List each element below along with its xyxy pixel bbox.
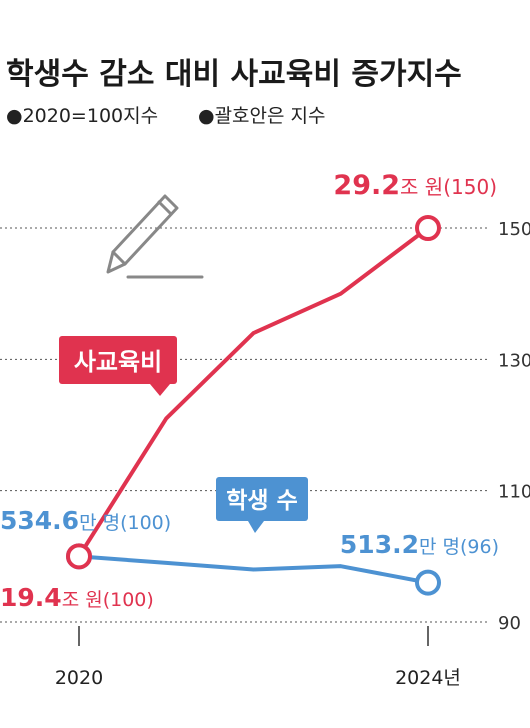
data-label-unit: 만 명 [419,536,460,558]
data-label-value: 534.6 [0,506,79,535]
data-label-index: (96) [460,536,499,558]
x-tick-label: 2024년 [395,667,461,689]
data-label-index: (100) [120,512,171,534]
pencil-icon [106,194,204,279]
data-label-value: 19.4 [0,583,62,612]
y-tick-label: 150 [498,219,530,240]
data-label-private-education-end: 29.2조 원(150) [333,170,497,201]
data-label-unit: 만 명 [79,512,120,534]
series-line [77,226,430,559]
chart-title: 학생수 감소 대비 사교육비 증가지수 [6,57,462,92]
y-axis: 90 110 130 150 [498,219,530,634]
data-label-index: (100) [103,589,154,611]
series-label: 사교육비 [74,348,162,376]
y-tick-label: 90 [498,613,521,634]
data-point [415,569,441,596]
data-label-students-end: 513.2만 명(96) [340,530,499,559]
data-label-students-start: 534.6만 명(100) [0,506,171,535]
series-callout-private-education: 사교육비 [59,336,177,396]
data-label-private-education-start: 19.4조 원(100) [0,583,154,612]
data-label-index: (150) [443,175,497,199]
series-layer [66,215,441,596]
data-label-value: 513.2 [340,530,419,559]
data-label-unit: 조 원 [400,175,443,199]
data-label-unit: 조 원 [62,589,103,611]
series-label: 학생 수 [226,488,298,514]
y-tick-label: 130 [498,350,530,371]
data-label-value: 29.2 [333,170,400,201]
x-axis: 2020 2024년 [55,626,461,689]
x-tick-label: 2020 [55,667,103,689]
data-point [415,215,441,241]
legend-item: ●2020=100지수 [6,105,158,127]
legend-item: ●괄호안은 지수 [198,105,326,127]
data-point [66,543,92,570]
y-tick-label: 110 [498,482,530,503]
series-line [77,554,430,585]
series-callout-students: 학생 수 [216,477,308,533]
